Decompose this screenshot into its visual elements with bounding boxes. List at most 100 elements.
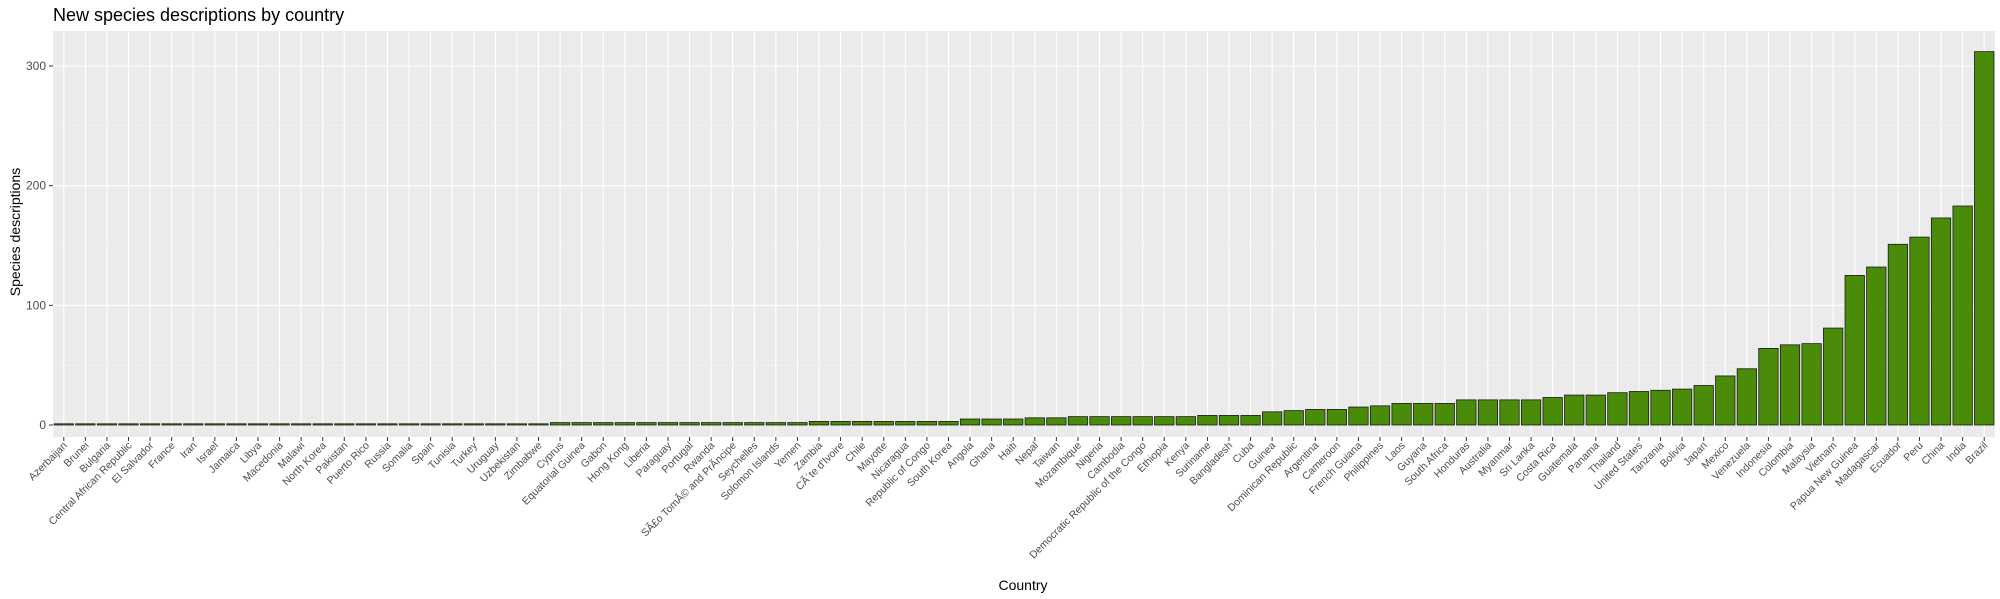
bar bbox=[549, 422, 571, 426]
bar bbox=[96, 423, 118, 426]
plot-panel bbox=[53, 31, 1995, 437]
y-axis: 0 100 200 300 bbox=[26, 59, 53, 432]
bar bbox=[1024, 417, 1045, 426]
bar bbox=[1672, 388, 1693, 426]
bar bbox=[269, 423, 290, 426]
bar bbox=[1369, 405, 1391, 426]
bar bbox=[1823, 327, 1844, 426]
bar bbox=[1564, 394, 1585, 426]
bar bbox=[873, 421, 894, 426]
chart-title: New species descriptions by country bbox=[53, 5, 345, 25]
bar bbox=[1197, 415, 1218, 426]
bar bbox=[1413, 403, 1434, 426]
bar bbox=[679, 422, 700, 426]
bar bbox=[355, 423, 376, 426]
bar bbox=[1305, 409, 1326, 426]
bar bbox=[312, 423, 333, 426]
bar bbox=[1218, 415, 1240, 426]
bar bbox=[1283, 410, 1304, 426]
bar bbox=[1779, 344, 1801, 426]
bar bbox=[183, 423, 204, 426]
bar bbox=[204, 423, 225, 426]
bar bbox=[1046, 417, 1067, 426]
bar bbox=[75, 423, 96, 426]
bar bbox=[593, 422, 614, 426]
bar bbox=[1844, 275, 1865, 426]
bar bbox=[226, 423, 247, 426]
bar bbox=[938, 421, 959, 426]
bar bbox=[1175, 416, 1196, 426]
bar-series bbox=[53, 51, 1995, 426]
bar bbox=[1866, 266, 1887, 426]
bar bbox=[1089, 416, 1110, 426]
bar bbox=[1736, 368, 1757, 426]
bar bbox=[1499, 399, 1520, 426]
bar bbox=[701, 422, 722, 426]
bar bbox=[1650, 389, 1671, 426]
bar bbox=[787, 422, 808, 426]
bar bbox=[291, 423, 312, 426]
bar bbox=[463, 423, 484, 426]
bar bbox=[722, 422, 743, 426]
bar bbox=[1974, 51, 1995, 426]
y-tick-label: 200 bbox=[26, 179, 46, 193]
bar bbox=[1693, 385, 1714, 426]
bar bbox=[1154, 416, 1175, 426]
bar bbox=[1262, 411, 1283, 426]
bar bbox=[1520, 399, 1542, 426]
bar bbox=[1715, 375, 1736, 426]
bar bbox=[1434, 403, 1455, 426]
bar bbox=[852, 421, 873, 426]
y-tick-label: 100 bbox=[26, 298, 46, 312]
bar bbox=[1477, 399, 1499, 426]
bar bbox=[1110, 416, 1132, 426]
y-axis-title: Species descriptions bbox=[7, 168, 23, 296]
gridlines bbox=[53, 31, 1995, 437]
x-tick-label: Brazil bbox=[1963, 440, 1990, 467]
bar bbox=[636, 422, 657, 426]
bar bbox=[1391, 403, 1412, 426]
bar bbox=[1132, 416, 1153, 426]
bar bbox=[1887, 243, 1909, 426]
bar bbox=[1607, 392, 1628, 426]
bar bbox=[1456, 399, 1477, 426]
bar bbox=[161, 423, 182, 426]
bar bbox=[1003, 418, 1024, 426]
bar bbox=[808, 421, 830, 426]
y-tick-label: 0 bbox=[39, 418, 46, 432]
bar bbox=[1952, 205, 1973, 426]
bar bbox=[1801, 343, 1822, 426]
bar bbox=[485, 423, 506, 426]
bar bbox=[614, 422, 635, 426]
bar bbox=[1348, 406, 1369, 426]
bar bbox=[1585, 394, 1606, 426]
bar bbox=[118, 423, 139, 426]
bar bbox=[334, 423, 355, 426]
bar bbox=[247, 423, 269, 426]
bar bbox=[506, 423, 528, 426]
bar bbox=[377, 423, 398, 426]
bar bbox=[1067, 416, 1089, 426]
bar bbox=[398, 423, 420, 426]
bar bbox=[1240, 415, 1261, 426]
bar bbox=[1909, 236, 1930, 426]
bar bbox=[1930, 217, 1952, 426]
bar bbox=[442, 423, 463, 426]
x-tick-label: China bbox=[1919, 440, 1947, 468]
bar bbox=[959, 418, 981, 426]
bar bbox=[1758, 348, 1779, 426]
bar bbox=[765, 422, 786, 426]
bar bbox=[981, 418, 1002, 426]
bar bbox=[744, 422, 765, 426]
bar bbox=[1628, 391, 1650, 426]
bar bbox=[1326, 409, 1347, 426]
bar bbox=[657, 422, 679, 426]
bar bbox=[139, 423, 161, 426]
bar bbox=[53, 423, 74, 426]
bar bbox=[1542, 397, 1563, 426]
x-axis-title: Country bbox=[998, 577, 1047, 593]
bar bbox=[571, 422, 592, 426]
y-tick-label: 300 bbox=[26, 59, 46, 73]
